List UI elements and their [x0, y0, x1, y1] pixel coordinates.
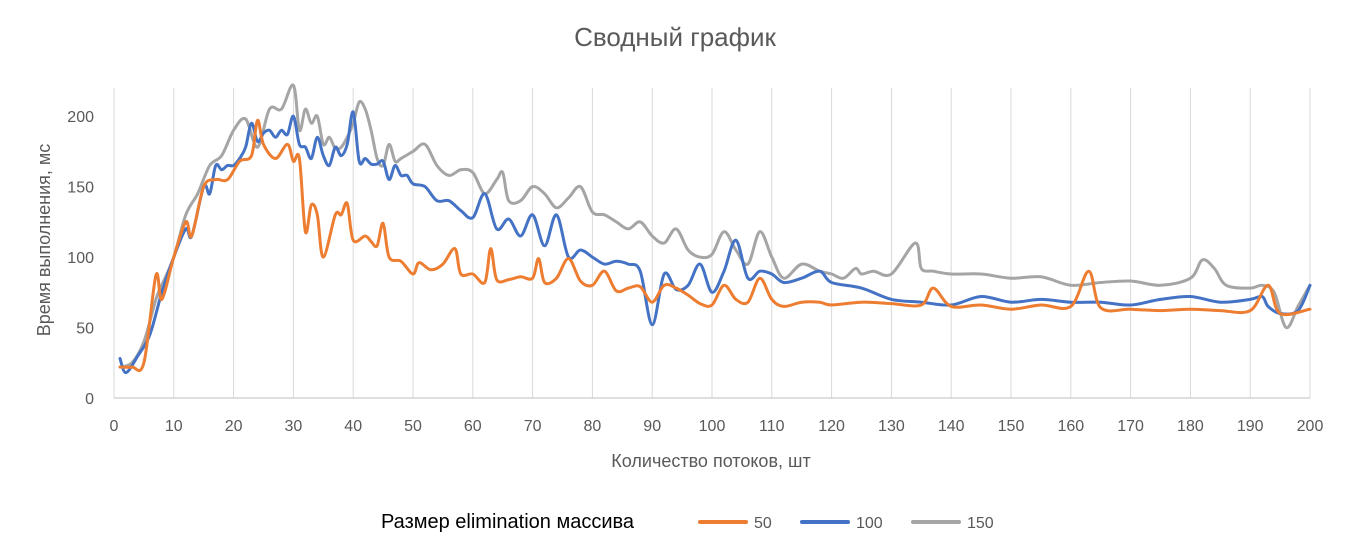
x-tick-label: 170	[1117, 418, 1144, 435]
x-tick-label: 30	[285, 418, 303, 435]
x-tick-label: 50	[404, 418, 422, 435]
y-tick-label: 150	[67, 180, 94, 197]
chart-title: Сводный график	[574, 22, 776, 52]
legend-items: 50 100 150	[698, 515, 994, 532]
x-tick-label: 100	[699, 418, 726, 435]
x-tick-label: 140	[938, 418, 965, 435]
y-axis-label: Время выполнения, мс	[34, 144, 54, 337]
x-tick-label: 40	[344, 418, 362, 435]
legend-title: Размер elimination массива	[381, 511, 635, 533]
x-tick-label: 190	[1237, 418, 1264, 435]
x-tick-label: 120	[818, 418, 845, 435]
series-line-100	[118, 110, 1312, 375]
x-tick-label: 110	[759, 418, 785, 435]
x-tick-label: 180	[1177, 418, 1204, 435]
y-tick-label: 50	[76, 321, 94, 338]
x-tick-label: 0	[110, 418, 119, 435]
x-tick-label: 150	[998, 418, 1025, 435]
x-tick-label: 60	[464, 418, 482, 435]
x-tick-label: 20	[225, 418, 243, 435]
series-line-150	[118, 83, 1312, 369]
legend: Размер elimination массива 50 100 150	[381, 511, 994, 533]
legend-label-100: 100	[856, 515, 883, 532]
x-axis-label: Количество потоков, шт	[611, 451, 810, 471]
x-tick-label: 130	[878, 418, 905, 435]
x-tick-label: 90	[643, 418, 661, 435]
x-tick-label: 80	[584, 418, 602, 435]
legend-label-50: 50	[754, 515, 772, 532]
x-tick-label: 200	[1297, 418, 1324, 435]
y-tick-label: 100	[67, 250, 94, 267]
y-tick-label: 0	[85, 391, 94, 408]
x-tick-label: 10	[165, 418, 183, 435]
grid	[113, 88, 1311, 398]
legend-label-150: 150	[967, 515, 994, 532]
series-line-50	[118, 118, 1312, 373]
y-axis-ticks: 0 50 100 150 200	[67, 109, 94, 408]
series-lines	[118, 83, 1312, 375]
y-tick-label: 200	[67, 109, 94, 126]
x-tick-label: 70	[524, 418, 542, 435]
x-tick-label: 160	[1057, 418, 1084, 435]
x-axis-ticks: 0 10 20 30 40 50 60 70 80 90 100 110 120 130 140 150 160…	[110, 418, 1324, 435]
